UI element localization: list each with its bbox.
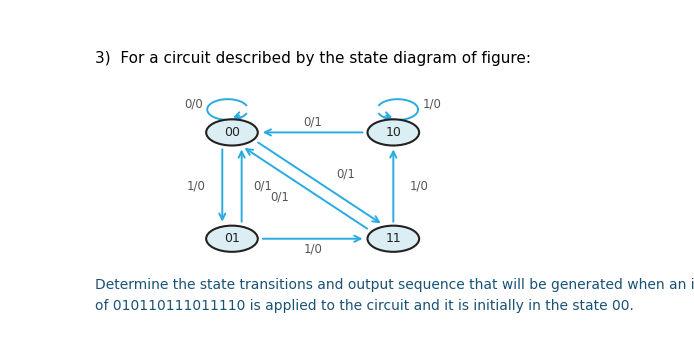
- Text: 01: 01: [224, 232, 240, 245]
- Text: 0/1: 0/1: [336, 168, 355, 181]
- Text: 0/1: 0/1: [303, 115, 322, 129]
- Text: Determine the state transitions and output sequence that will be generated when : Determine the state transitions and outp…: [95, 278, 694, 292]
- Circle shape: [206, 119, 257, 145]
- Text: 1/0: 1/0: [187, 179, 206, 192]
- Text: 1/0: 1/0: [423, 98, 441, 110]
- Text: 0/1: 0/1: [254, 179, 273, 192]
- Text: 10: 10: [385, 126, 401, 139]
- Text: 3)  For a circuit described by the state diagram of figure:: 3) For a circuit described by the state …: [95, 51, 531, 65]
- Text: 0/0: 0/0: [184, 98, 203, 110]
- Text: of 010110111011110 is applied to the circuit and it is initially in the state 00: of 010110111011110 is applied to the cir…: [95, 299, 634, 313]
- Circle shape: [206, 225, 257, 252]
- Text: 11: 11: [385, 232, 401, 245]
- Text: 1/0: 1/0: [303, 242, 322, 256]
- Circle shape: [368, 119, 419, 145]
- Text: 00: 00: [224, 126, 240, 139]
- Text: 0/1: 0/1: [271, 190, 289, 204]
- Text: 1/0: 1/0: [409, 179, 429, 192]
- Circle shape: [368, 225, 419, 252]
